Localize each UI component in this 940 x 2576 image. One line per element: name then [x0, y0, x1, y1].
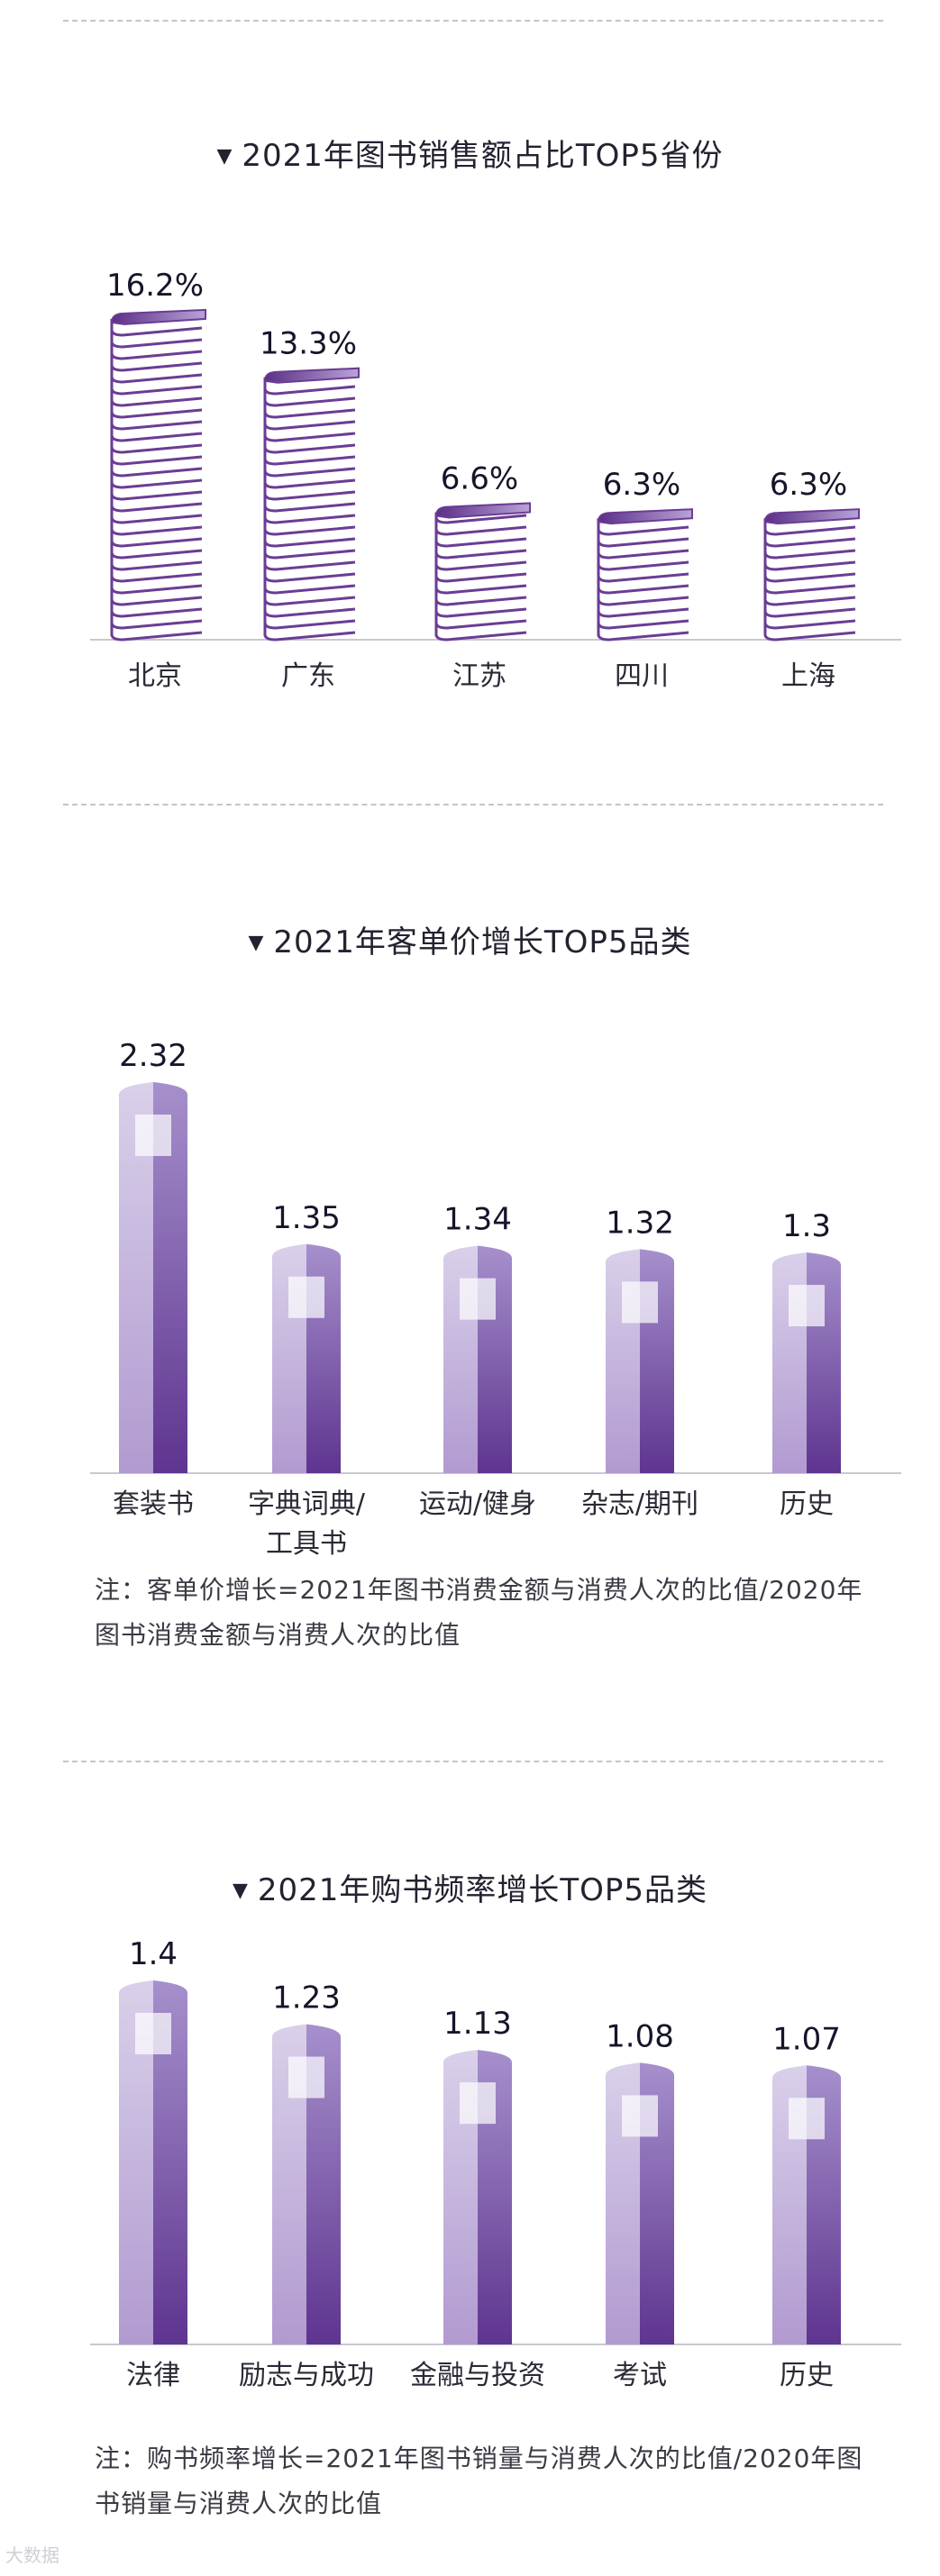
- book-stack-bar: [763, 508, 860, 642]
- bar: [443, 1245, 512, 1473]
- category-label: 励志与成功: [239, 2360, 374, 2391]
- bar: [119, 1082, 187, 1473]
- category-label: 江苏: [452, 660, 507, 692]
- category-label: 套装书: [113, 1488, 194, 1520]
- chart3-note: 注：购书频率增长=2021年图书销量与消费人次的比值/2020年图书销量与消费人…: [95, 2444, 863, 2518]
- value-label: 1.4: [129, 1937, 178, 1972]
- value-label: 1.13: [443, 2006, 512, 2042]
- province-sales-chart: 16.2% 北京 13.3% 广东 6.6% 江苏 6.3% 四川 6.3% 上海: [90, 268, 901, 692]
- book-stack-bar: [263, 367, 360, 642]
- category-label: 金融与投资: [410, 2360, 545, 2391]
- bar: [119, 1980, 187, 2344]
- book-stack-bar: [597, 508, 693, 642]
- value-label: 13.3%: [260, 326, 357, 362]
- value-label: 1.08: [606, 2018, 674, 2054]
- value-label: 1.32: [606, 1205, 674, 1241]
- category-label: 历史: [780, 2360, 834, 2391]
- category-label: 广东: [281, 660, 335, 692]
- section-divider-1: [63, 20, 883, 22]
- category-label: 运动/健身: [419, 1488, 536, 1520]
- bar: [772, 2065, 841, 2344]
- value-label: 1.35: [272, 1200, 341, 1236]
- value-label: 16.2%: [106, 268, 204, 304]
- value-label: 1.3: [782, 1208, 831, 1244]
- chart2-title-text: 2021年客单价增长TOP5品类: [273, 924, 692, 960]
- category-label: 四川: [615, 660, 669, 692]
- purchase-frequency-growth-chart: 1.4 法律 1.23 励志与成功 1.13 金融与投资 1.08 考试 1.07 历史: [90, 1937, 901, 2391]
- chart3-title-text: 2021年购书频率增长TOP5品类: [257, 1872, 708, 1908]
- watermark: 大数据: [5, 2544, 59, 2566]
- category-label: 北京: [128, 660, 182, 692]
- bar: [606, 1249, 674, 1473]
- category-label: 法律: [126, 2360, 180, 2391]
- category-label: 工具书: [266, 1528, 347, 1560]
- book-stack-bar: [110, 308, 206, 642]
- avg-price-growth-chart: 2.32 套装书 1.35 字典词典/工具书 1.34 运动/健身 1.32 杂志/期刊 1.3…: [90, 1038, 901, 1560]
- value-label: 2.32: [119, 1038, 187, 1074]
- category-label: 杂志/期刊: [581, 1488, 698, 1520]
- bar: [443, 2050, 512, 2344]
- section-divider-3: [63, 1761, 883, 1762]
- triangle-down-icon: ▼: [216, 145, 233, 168]
- category-label: 字典词典/: [248, 1488, 366, 1520]
- category-label: 考试: [613, 2360, 667, 2391]
- value-label: 1.23: [272, 1980, 341, 2016]
- category-label: 历史: [780, 1488, 834, 1520]
- triangle-down-icon: ▼: [248, 932, 265, 954]
- bar: [272, 2024, 341, 2344]
- section-divider-2: [63, 804, 883, 806]
- value-label: 6.6%: [441, 460, 518, 496]
- chart3-title: ▼ 2021年购书频率增长TOP5品类: [0, 1865, 940, 1909]
- category-label: 上海: [781, 660, 835, 692]
- value-label: 1.07: [772, 2021, 841, 2057]
- chart1-title: ▼ 2021年图书销售额占比TOP5省份: [0, 131, 940, 175]
- chart2-note: 注：客单价增长=2021年图书消费金额与消费人次的比值/2020年图书消费金额与…: [95, 1575, 863, 1650]
- value-label: 1.34: [443, 1202, 512, 1238]
- book-stack-bar: [434, 502, 531, 642]
- value-label: 6.3%: [603, 467, 680, 503]
- value-label: 6.3%: [770, 467, 847, 503]
- bar: [772, 1252, 841, 1473]
- chart2-title: ▼ 2021年客单价增长TOP5品类: [0, 917, 940, 961]
- triangle-down-icon: ▼: [232, 1880, 249, 1902]
- chart1-title-text: 2021年图书销售额占比TOP5省份: [242, 138, 724, 174]
- bar: [606, 2062, 674, 2344]
- bar: [272, 1243, 341, 1473]
